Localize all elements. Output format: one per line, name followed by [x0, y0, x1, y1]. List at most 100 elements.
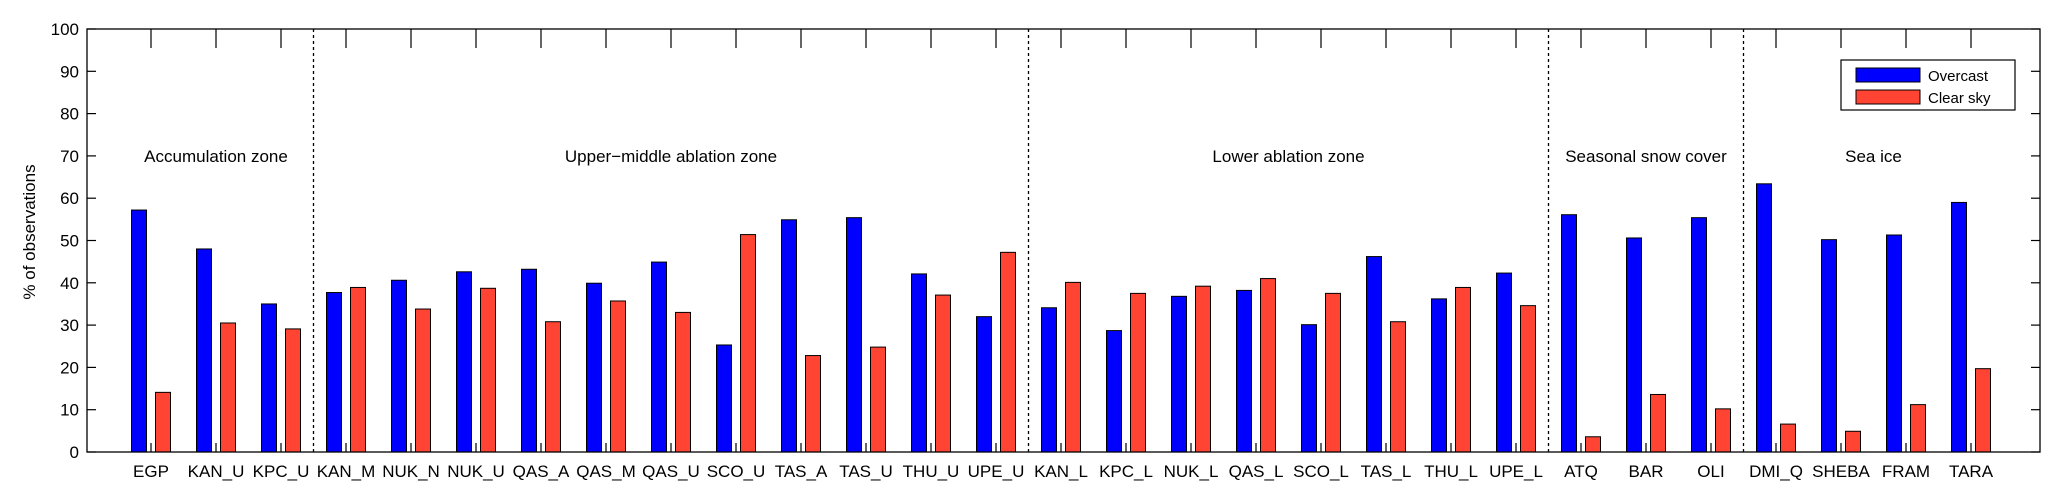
bar-overcast — [196, 248, 212, 453]
bar-overcast — [1431, 298, 1447, 453]
x-tick-label: SHEBA — [1812, 462, 1870, 481]
legend-swatch — [1855, 67, 1921, 83]
bar-overcast — [1626, 237, 1642, 453]
x-tick-label: THU_L — [1424, 462, 1478, 481]
x-tick-label: SCO_L — [1293, 462, 1349, 481]
bar-clear-sky — [1715, 408, 1731, 453]
legend: Overcast Clear sky — [1840, 59, 2016, 111]
bar-overcast — [1171, 295, 1187, 453]
y-tick-label: 80 — [60, 105, 79, 124]
zone-label: Lower ablation zone — [1212, 147, 1364, 166]
x-tick-label: NUK_N — [382, 462, 440, 481]
x-tick-label: ATQ — [1564, 462, 1598, 481]
bar-overcast — [1106, 330, 1122, 453]
bar-clear-sky — [1065, 281, 1081, 453]
bar-overcast — [131, 209, 147, 453]
x-tick-label: EGP — [133, 462, 169, 481]
y-tick-label: 20 — [60, 358, 79, 377]
bar-clear-sky — [740, 234, 756, 453]
bar-overcast — [1886, 234, 1902, 453]
bar-overcast — [716, 344, 732, 453]
x-tick-label: DMI_Q — [1749, 462, 1803, 481]
y-axis-label: % of observations — [20, 164, 39, 299]
bar-clear-sky — [480, 287, 496, 453]
bar-overcast — [1561, 214, 1577, 453]
bar-clear-sky — [1910, 404, 1926, 453]
bar-overcast — [391, 279, 407, 453]
bar-clear-sky — [1195, 285, 1211, 453]
y-tick-label: 90 — [60, 62, 79, 81]
x-tick-label: NUK_L — [1164, 462, 1219, 481]
bar-overcast — [781, 219, 797, 453]
y-tick-label: 50 — [60, 232, 79, 251]
bar-clear-sky — [1455, 286, 1471, 453]
x-tick-label: KPC_L — [1099, 462, 1153, 481]
bars — [131, 183, 1991, 453]
bar-clear-sky — [285, 328, 301, 453]
zone-label: Sea ice — [1845, 147, 1902, 166]
x-tick-label: SCO_U — [707, 462, 766, 481]
bar-overcast — [1301, 324, 1317, 453]
x-tick-label: QAS_L — [1229, 462, 1284, 481]
legend-swatch — [1855, 89, 1921, 105]
bar-overcast — [911, 273, 927, 453]
x-tick-label: TAS_L — [1361, 462, 1412, 481]
x-tick-label: KPC_U — [253, 462, 310, 481]
bar-clear-sky — [1975, 368, 1991, 453]
bar-overcast — [1821, 239, 1837, 453]
x-tick-label: KAN_M — [317, 462, 376, 481]
zone-label: Upper−middle ablation zone — [565, 147, 777, 166]
x-tick-label: TAS_A — [775, 462, 828, 481]
x-tick-label: TARA — [1949, 462, 1994, 481]
x-tick-label: THU_U — [903, 462, 960, 481]
y-tick-label: 60 — [60, 189, 79, 208]
bar-overcast — [586, 282, 602, 453]
bar-overcast — [1366, 256, 1382, 453]
bar-clear-sky — [805, 355, 821, 453]
x-tick-label: KAN_U — [188, 462, 245, 481]
bar-clear-sky — [1260, 278, 1276, 453]
bar-clear-sky — [1780, 423, 1796, 453]
bar-clear-sky — [1585, 436, 1601, 453]
bar-overcast — [326, 292, 342, 453]
bar-clear-sky — [415, 308, 431, 453]
zone-label: Accumulation zone — [144, 147, 288, 166]
x-tick-labels: EGP KAN_U KPC_U KAN_M NUK_N NUK_U QAS_A QAS_M QA… — [133, 462, 1994, 481]
bar-clear-sky — [935, 294, 951, 453]
legend-label: Overcast — [1928, 68, 1989, 85]
bar-clear-sky — [155, 391, 171, 453]
x-tick-label: QAS_U — [642, 462, 700, 481]
x-tick-label: NUK_U — [447, 462, 505, 481]
bar-clear-sky — [1520, 305, 1536, 453]
bar-overcast — [456, 271, 472, 453]
bar-clear-sky — [610, 300, 626, 453]
zone-labels: Accumulation zone Upper−middle ablation z… — [144, 147, 1902, 166]
bar-clear-sky — [1130, 292, 1146, 453]
x-tick-label: UPE_L — [1489, 462, 1543, 481]
zone-dividers — [312, 29, 1745, 452]
y-tick-label: 10 — [60, 401, 79, 420]
bar-clear-sky — [870, 346, 886, 453]
zone-label: Seasonal snow cover — [1565, 147, 1727, 166]
bar-overcast — [261, 303, 277, 453]
x-tick-label: FRAM — [1882, 462, 1930, 481]
y-tick-label: 40 — [60, 274, 79, 293]
x-tick-label: BAR — [1629, 462, 1664, 481]
bar-overcast — [846, 217, 862, 453]
x-tick-label: UPE_U — [968, 462, 1025, 481]
bar-clear-sky — [1000, 251, 1016, 453]
axes — [86, 28, 2041, 453]
bar-overcast — [976, 316, 992, 453]
bar-clear-sky — [675, 311, 691, 453]
x-tick-label: KAN_L — [1034, 462, 1088, 481]
bar-overcast — [521, 268, 537, 453]
x-tick-label: QAS_A — [513, 462, 570, 481]
bar-clear-sky — [350, 286, 366, 453]
x-tick-label: OLI — [1697, 462, 1724, 481]
bar-clear-sky — [545, 321, 561, 453]
bar-clear-sky — [1845, 430, 1861, 453]
x-tick-label: TAS_U — [839, 462, 893, 481]
legend-label: Clear sky — [1928, 90, 1991, 107]
y-tick-label: 30 — [60, 316, 79, 335]
